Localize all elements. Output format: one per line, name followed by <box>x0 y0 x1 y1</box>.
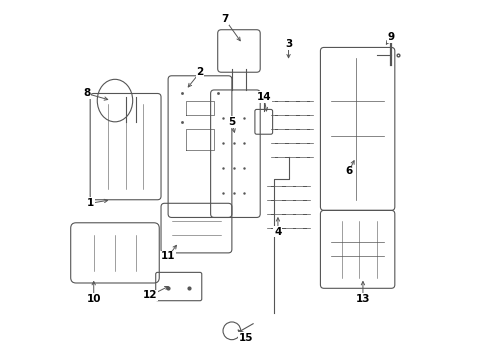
Text: 9: 9 <box>387 32 394 42</box>
Text: 4: 4 <box>273 227 281 237</box>
Text: 1: 1 <box>86 198 93 208</box>
Text: 14: 14 <box>256 92 271 102</box>
Text: 6: 6 <box>345 166 352 176</box>
Text: 12: 12 <box>143 290 157 300</box>
Text: 3: 3 <box>284 39 291 49</box>
Text: 7: 7 <box>221 14 228 24</box>
Text: 11: 11 <box>161 251 175 261</box>
Text: 13: 13 <box>355 294 369 304</box>
Text: 15: 15 <box>238 333 253 343</box>
Text: 10: 10 <box>86 294 101 304</box>
Text: 5: 5 <box>228 117 235 127</box>
Text: 2: 2 <box>196 67 203 77</box>
Text: 8: 8 <box>83 89 90 99</box>
